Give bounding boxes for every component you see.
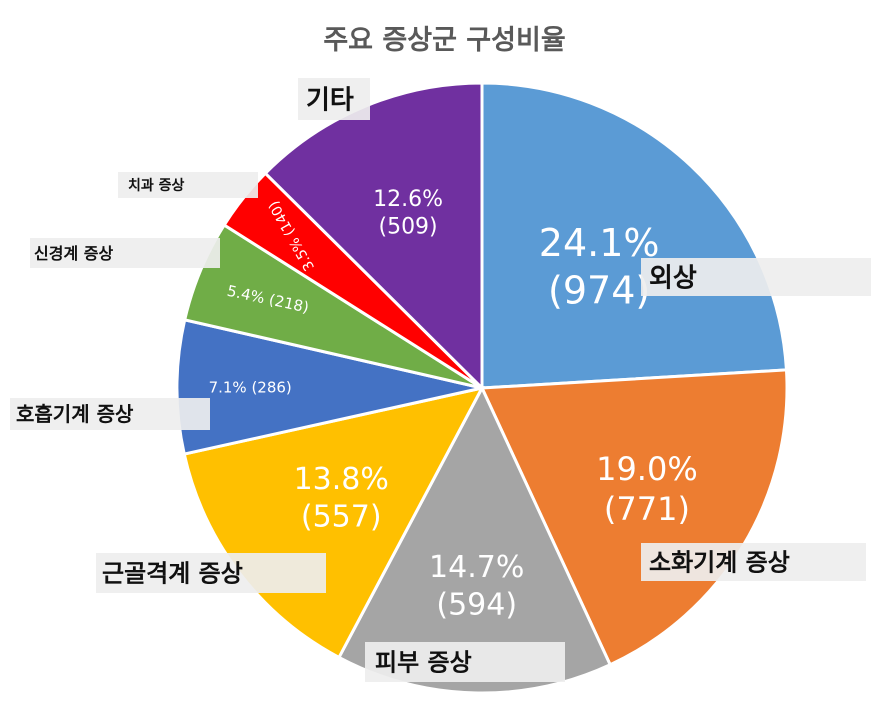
category-label-box-5 [30, 238, 220, 268]
category-label-box-0 [641, 258, 871, 296]
category-label-2: 피부 증상 [375, 649, 472, 677]
chart-title: 주요 증상군 구성비율 [323, 25, 566, 56]
category-label-3: 근골격계 증상 [102, 560, 243, 588]
data-label-2: 14.7% (594) [429, 550, 524, 623]
data-label-4: 7.1% (286) [209, 378, 292, 396]
pie-slice-4 [175, 318, 483, 456]
data-label-3: 13.8% (557) [294, 462, 389, 535]
pie-slice-2 [336, 384, 613, 695]
category-label-box-6 [118, 172, 258, 198]
category-label-box-3 [96, 553, 326, 593]
category-label-1: 소화기계 증상 [649, 549, 790, 577]
category-label-box-7 [298, 78, 370, 120]
data-label-1: 19.0% (771) [596, 450, 698, 528]
category-label-4: 호흡기계 증상 [16, 402, 134, 426]
category-label-7: 기타 [306, 85, 354, 115]
category-label-box-1 [641, 543, 866, 581]
category-label-0: 외상 [649, 263, 697, 293]
data-label-0: 24.1% (974) [539, 221, 660, 313]
category-label-box-2 [365, 642, 565, 682]
data-label-7: 12.6% (509) [373, 187, 443, 240]
pie-slice-0 [480, 81, 789, 390]
category-label-box-4 [10, 398, 210, 430]
category-label-5: 신경계 증상 [34, 244, 113, 263]
category-label-6: 치과 증상 [128, 178, 185, 194]
